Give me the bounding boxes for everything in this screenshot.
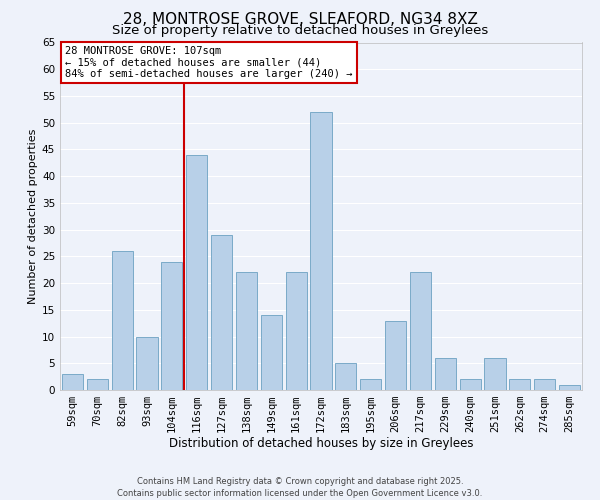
Bar [236,272,257,390]
Bar [186,155,207,390]
Bar [211,235,232,390]
Y-axis label: Number of detached properties: Number of detached properties [28,128,38,304]
Bar [286,272,307,390]
Bar [136,336,158,390]
Bar [62,374,83,390]
Bar [460,380,481,390]
Bar [534,380,555,390]
Bar [310,112,332,390]
Text: Size of property relative to detached houses in Greylees: Size of property relative to detached ho… [112,24,488,37]
Bar [112,251,133,390]
Bar [161,262,182,390]
Bar [435,358,456,390]
Text: Contains HM Land Registry data © Crown copyright and database right 2025.
Contai: Contains HM Land Registry data © Crown c… [118,476,482,498]
Bar [261,315,282,390]
Bar [509,380,530,390]
Bar [559,384,580,390]
Bar [87,380,108,390]
Bar [360,380,381,390]
Text: 28, MONTROSE GROVE, SLEAFORD, NG34 8XZ: 28, MONTROSE GROVE, SLEAFORD, NG34 8XZ [122,12,478,28]
X-axis label: Distribution of detached houses by size in Greylees: Distribution of detached houses by size … [169,436,473,450]
Bar [484,358,506,390]
Bar [385,320,406,390]
Bar [410,272,431,390]
Text: 28 MONTROSE GROVE: 107sqm
← 15% of detached houses are smaller (44)
84% of semi-: 28 MONTROSE GROVE: 107sqm ← 15% of detac… [65,46,353,79]
Bar [335,364,356,390]
